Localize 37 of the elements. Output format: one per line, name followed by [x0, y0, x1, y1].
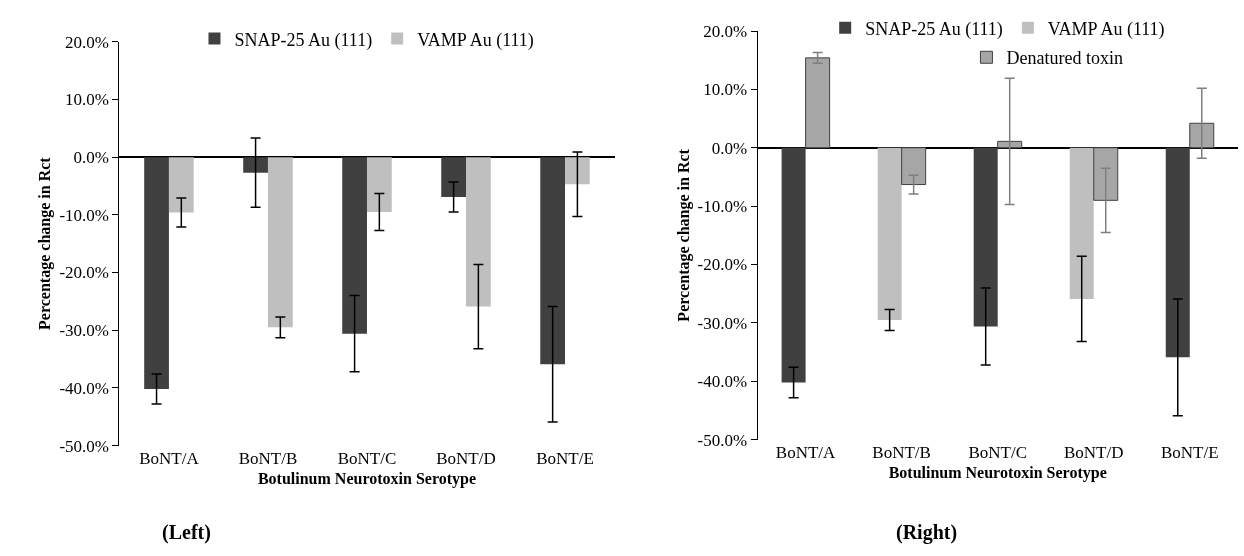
y-tick-label: -10.0% [59, 205, 110, 225]
x-axis-title: Botulinum Neurotoxin Serotype [888, 464, 1107, 483]
y-tick-label: -50.0% [59, 436, 110, 456]
legend-label: Denatured toxin [1006, 48, 1123, 69]
y-tick-label: -10.0% [697, 197, 748, 217]
y-tick-label: -40.0% [697, 372, 748, 392]
x-tick-label: BoNT/B [872, 442, 931, 462]
y-tick-label: 10.0% [65, 90, 110, 110]
x-tick-label: BoNT/C [337, 448, 397, 468]
y-tick-label: 0.0% [73, 148, 110, 168]
legend-label: SNAP-25 Au (111) [234, 29, 373, 51]
y-tick-label: -20.0% [697, 255, 748, 275]
x-tick-label: BoNT/D [1063, 442, 1124, 462]
legend-label: SNAP-25 Au (111) [865, 18, 1003, 40]
y-tick-label: 20.0% [65, 32, 110, 52]
y-tick-label: -30.0% [697, 313, 748, 333]
y-tick-label: -30.0% [59, 321, 110, 341]
y-tick-label: -20.0% [59, 263, 110, 283]
text: (Left) [162, 521, 211, 544]
legend-label: VAMP Au (111) [1047, 18, 1165, 40]
x-tick-label: BoNT/C [968, 442, 1027, 462]
x-tick-label: BoNT/E [536, 448, 594, 468]
legend-label: VAMP Au (111) [417, 29, 534, 51]
text: (Right) [896, 521, 958, 544]
y-tick-label: 20.0% [703, 21, 748, 41]
y-tick-label: 0.0% [711, 138, 748, 158]
x-tick-label: BoNT/D [436, 448, 496, 468]
x-tick-label: BoNT/B [238, 448, 298, 468]
x-tick-label: BoNT/E [1160, 442, 1219, 462]
x-tick-label: BoNT/A [139, 448, 200, 468]
y-axis-title: Percentage change in Rct [674, 148, 693, 322]
y-tick-label: 10.0% [703, 80, 748, 100]
x-axis-title: Botulinum Neurotoxin Serotype [257, 470, 477, 489]
y-axis-title: Percentage change in Rct [36, 156, 55, 330]
x-tick-label: BoNT/A [775, 442, 837, 462]
y-tick-label: -40.0% [59, 378, 110, 398]
y-tick-label: -50.0% [697, 430, 748, 450]
